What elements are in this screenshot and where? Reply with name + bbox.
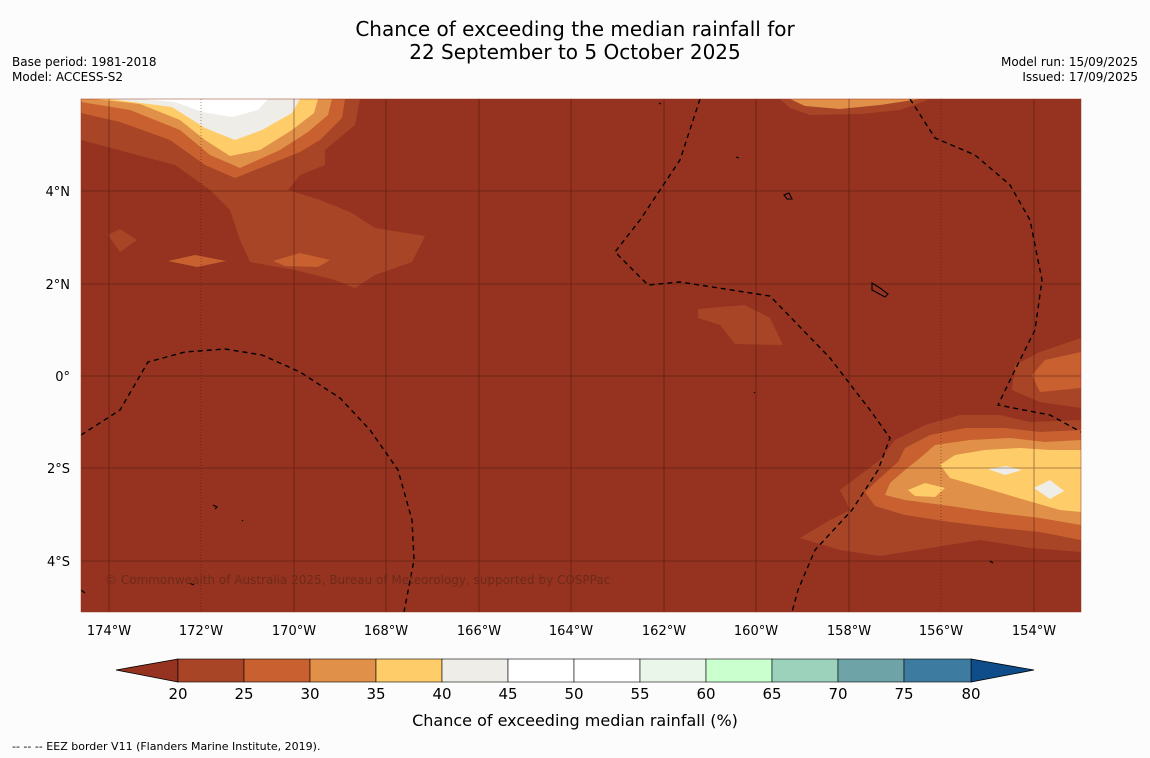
lat-tick-label: 2°N xyxy=(46,278,71,293)
issued-date: Issued: 17/09/2025 xyxy=(1022,70,1138,84)
colorbar-tick-label: 45 xyxy=(498,685,517,703)
colorbar-tick-label: 65 xyxy=(762,685,781,703)
colorbar-segment xyxy=(309,658,377,683)
lon-tick-label: 172°W xyxy=(179,624,223,639)
colorbar-segment xyxy=(771,658,839,683)
colorbar-tick-label: 70 xyxy=(828,685,847,703)
colorbar-segment xyxy=(507,658,575,683)
lat-axis: 4°N 2°N 0° 2°S 4°S xyxy=(46,185,71,570)
colorbar-segment xyxy=(441,658,509,683)
colorbar-segment xyxy=(573,658,641,683)
lon-tick-label: 160°W xyxy=(734,624,778,639)
lon-tick-label: 164°W xyxy=(549,624,593,639)
colorbar-segment xyxy=(375,658,443,683)
gridlines xyxy=(81,99,1081,612)
colorbar-below-arrow xyxy=(115,658,179,683)
colorbar-tick-label: 80 xyxy=(961,685,980,703)
colorbar-segment xyxy=(177,658,245,683)
patch-c xyxy=(273,253,330,267)
colorbar-tick-label: 75 xyxy=(894,685,913,703)
patch-top-right-inner xyxy=(790,99,920,109)
colorbar-tick-label: 50 xyxy=(564,685,583,703)
colorbar xyxy=(115,658,1035,683)
lon-tick-label: 170°W xyxy=(272,624,316,639)
model-run: Model run: 15/09/2025 xyxy=(1000,55,1138,69)
patch-right-small xyxy=(908,483,945,497)
patch-a xyxy=(108,229,137,252)
lon-axis: 174°W 172°W 170°W 168°W 166°W 164°W 162°… xyxy=(87,624,1056,639)
lon-tick-label: 158°W xyxy=(827,624,871,639)
patch-right-eq-inner xyxy=(1032,352,1081,392)
copyright-notice: © Commonwealth of Australia 2025, Bureau… xyxy=(105,573,610,587)
map-contours: © Commonwealth of Australia 2025, Bureau… xyxy=(81,99,1081,612)
colorbar-tick-label: 30 xyxy=(300,685,319,703)
colorbar-above-arrow xyxy=(970,658,1035,683)
base-period: Base period: 1981-2018 xyxy=(12,55,157,69)
colorbar-tick-label: 25 xyxy=(234,685,253,703)
title-line-1: Chance of exceeding the median rainfall … xyxy=(355,17,795,41)
colorbar-ticks: 20 25 30 35 40 45 50 55 60 65 70 75 80 xyxy=(168,685,980,703)
colorbar-tick-label: 40 xyxy=(432,685,451,703)
lon-tick-label: 154°W xyxy=(1012,624,1056,639)
lat-tick-label: 0° xyxy=(55,370,70,385)
contour-45-50 xyxy=(140,99,268,117)
lon-tick-label: 166°W xyxy=(457,624,501,639)
colorbar-tick-label: 55 xyxy=(630,685,649,703)
map-frame xyxy=(80,98,1082,613)
colorbar-segment xyxy=(903,658,972,683)
colorbar-tick-label: 35 xyxy=(366,685,385,703)
colorbar-segment xyxy=(243,658,311,683)
lon-tick-label: 174°W xyxy=(87,624,131,639)
colorbar-segment xyxy=(639,658,707,683)
colorbar-tick-label: 60 xyxy=(696,685,715,703)
model-name: Model: ACCESS-S2 xyxy=(12,70,124,84)
title-line-2: 22 September to 5 October 2025 xyxy=(409,40,741,64)
lat-tick-label: 4°S xyxy=(47,555,70,570)
lon-tick-label: 168°W xyxy=(364,624,408,639)
eez-borders xyxy=(81,99,1081,612)
meta-right: Model run: 15/09/2025 Issued: 17/09/2025 xyxy=(1001,55,1138,85)
islands xyxy=(81,102,994,594)
colorbar-segment xyxy=(837,658,905,683)
lon-tick-label: 156°W xyxy=(919,624,963,639)
colorbar-segment xyxy=(705,658,773,683)
eez-footnote: -- -- -- EEZ border V11 (Flanders Marine… xyxy=(12,740,321,753)
patch-40-45-b xyxy=(1034,480,1064,499)
lat-tick-label: 2°S xyxy=(47,462,70,477)
lat-tick-label: 4°N xyxy=(46,185,71,200)
contour-20-25 xyxy=(81,99,425,288)
colorbar-label: Chance of exceeding median rainfall (%) xyxy=(412,711,738,730)
meta-left: Base period: 1981-2018 Model: ACCESS-S2 xyxy=(12,55,157,85)
patch-central xyxy=(698,305,783,345)
patch-b xyxy=(168,255,226,267)
lon-tick-label: 162°W xyxy=(642,624,686,639)
colorbar-tick-label: 20 xyxy=(168,685,187,703)
map-title: Chance of exceeding the median rainfall … xyxy=(0,18,1150,64)
